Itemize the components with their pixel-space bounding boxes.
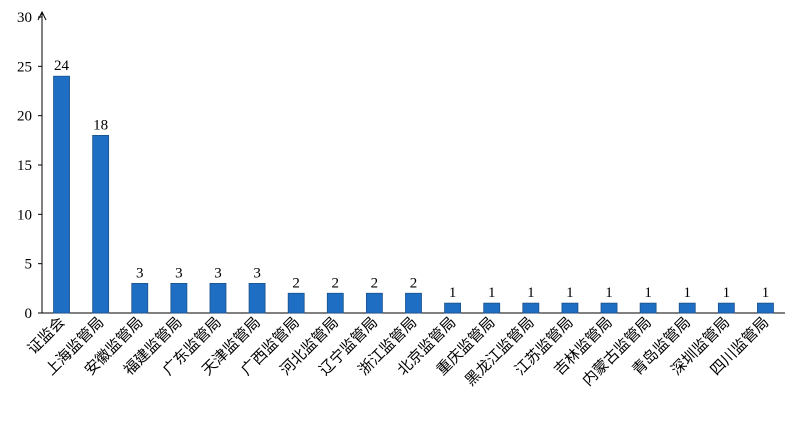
bar [757,302,774,314]
data-label: 3 [136,265,144,281]
bar [170,282,188,314]
data-label: 3 [214,265,222,281]
data-label: 1 [488,285,496,301]
bar [209,282,227,314]
data-label: 2 [332,275,340,291]
data-label: 2 [292,275,300,291]
data-label: 1 [566,285,574,301]
data-label: 1 [683,285,691,301]
data-label: 2 [371,275,379,291]
data-label: 1 [605,285,613,301]
bar [600,302,618,314]
y-tick-label: 15 [17,158,32,174]
bar [131,282,149,314]
bar [678,302,696,314]
data-label: 2 [410,275,418,291]
data-label: 1 [723,285,731,301]
bar [287,292,305,314]
bar [248,282,266,314]
x-tick-label: 黑龙江监管局 [462,314,538,390]
bar [326,292,344,314]
y-tick-label: 10 [17,207,32,223]
data-label: 18 [93,117,108,133]
bar [639,302,657,314]
bar [405,292,422,314]
data-label: 1 [762,285,770,301]
y-tick-label: 30 [17,10,32,26]
bar [365,292,383,314]
y-tick-label: 5 [25,257,33,273]
bar [92,134,110,314]
bar [561,302,579,314]
x-tick-label: 内蒙古监管局 [579,314,655,390]
y-tick-label: 0 [25,306,33,322]
data-label: 24 [54,58,70,74]
y-tick-label: 25 [17,59,32,75]
bar [444,302,462,314]
bar [483,302,501,314]
bar [53,75,70,314]
data-label: 3 [253,265,261,281]
data-label: 1 [644,285,652,301]
y-tick-label: 20 [17,109,32,125]
data-label: 1 [449,285,457,301]
data-label: 3 [175,265,183,281]
bar [717,302,735,314]
data-label: 1 [527,285,535,301]
bar [522,302,540,314]
